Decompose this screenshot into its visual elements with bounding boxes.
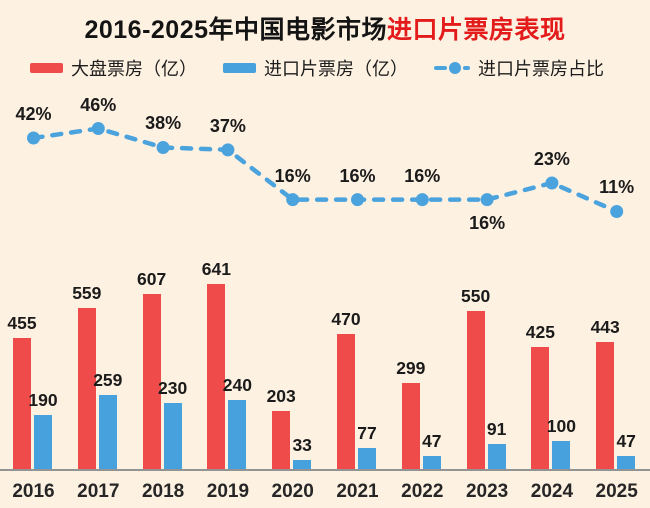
import-bar-2016 <box>34 414 52 470</box>
import-bar-2025 <box>617 456 636 470</box>
total-value-label-2025: 443 <box>590 316 620 337</box>
year-label-2025: 2025 <box>595 481 638 502</box>
total-value-label-2024: 425 <box>525 321 555 342</box>
pct-value-label-2019: 37% <box>209 115 246 136</box>
total-bar-2019 <box>207 284 226 470</box>
import-value-label-2017: 259 <box>93 369 123 390</box>
total-bar-swatch-icon <box>30 63 63 73</box>
import-value-label-2024: 100 <box>546 416 576 436</box>
pct-value-label-2020: 16% <box>274 165 311 186</box>
pct-point-2022 <box>415 193 429 207</box>
total-value-label-2017: 559 <box>72 282 102 303</box>
import-bar-2022 <box>422 456 441 470</box>
pct-value-label-2022: 16% <box>404 165 441 186</box>
legend-dash-segment <box>463 66 470 70</box>
pct-point-2025 <box>610 204 624 218</box>
pct-value-label-2024: 23% <box>533 149 570 170</box>
legend-item-import: 进口片票房（亿） <box>223 55 408 81</box>
year-label-2019: 2019 <box>206 481 250 502</box>
year-label-2022: 2022 <box>401 481 444 502</box>
year-label-2018: 2018 <box>141 481 185 502</box>
year-label-2023: 2023 <box>465 481 509 502</box>
total-bar-2016 <box>13 338 31 470</box>
import-value-label-2025: 47 <box>616 431 636 452</box>
import-bar-2018 <box>163 403 182 470</box>
legend-label-share: 进口片票房占比 <box>478 59 604 79</box>
total-value-label-2018: 607 <box>136 268 167 289</box>
dashed-line-icon <box>434 62 470 74</box>
pct-point-2023 <box>480 193 494 207</box>
pct-point-2016 <box>27 131 40 145</box>
total-value-label-2016: 455 <box>7 313 37 334</box>
total-bar-2017 <box>77 307 96 470</box>
import-value-label-2023: 91 <box>486 418 507 439</box>
chart-title: 2016-2025年中国电影市场进口片票房表现 <box>0 10 650 46</box>
import-bar-2017 <box>98 394 117 470</box>
legend-label-total: 大盘票房（亿） <box>71 59 197 79</box>
import-value-label-2021: 77 <box>357 422 377 443</box>
legend-dot <box>449 62 461 74</box>
x-axis-line <box>0 469 650 471</box>
import-bar-2021 <box>358 447 376 470</box>
import-bar-2019 <box>228 400 247 470</box>
pct-point-2019 <box>221 143 235 157</box>
legend: 大盘票房（亿） 进口片票房（亿） 进口片票房占比 <box>30 56 650 80</box>
year-label-2021: 2021 <box>336 481 379 502</box>
trend-line-path <box>31 126 619 214</box>
total-bar-2024 <box>531 346 550 470</box>
total-value-label-2022: 299 <box>396 358 426 379</box>
import-bar-2024 <box>552 441 571 470</box>
import-value-label-2019: 240 <box>222 375 252 396</box>
pct-point-2021 <box>351 193 364 207</box>
total-bar-2022 <box>401 383 420 470</box>
legend-item-total: 大盘票房（亿） <box>30 55 197 81</box>
pct-value-label-2023: 16% <box>469 212 506 233</box>
import-value-label-2022: 47 <box>422 431 442 452</box>
import-value-label-2016: 190 <box>28 389 58 410</box>
year-label-2024: 2024 <box>530 481 574 502</box>
import-value-label-2018: 230 <box>157 378 188 399</box>
year-label-2020: 2020 <box>271 481 314 502</box>
import-value-label-2020: 33 <box>292 435 312 456</box>
year-label-2017: 2017 <box>77 481 120 502</box>
import-bar-2020 <box>293 460 312 470</box>
pct-value-label-2025: 11% <box>599 177 635 198</box>
legend-dash-segment <box>434 66 447 70</box>
pct-point-2018 <box>156 140 170 154</box>
pct-point-2024 <box>545 176 559 190</box>
legend-label-import: 进口片票房（亿） <box>264 59 408 79</box>
total-value-label-2020: 203 <box>266 386 296 407</box>
pct-value-label-2021: 16% <box>339 165 376 186</box>
pct-point-2020 <box>286 193 300 207</box>
total-bar-2023 <box>466 310 485 470</box>
pct-point-2017 <box>91 122 105 136</box>
total-bar-2021 <box>337 333 355 470</box>
total-bar-2025 <box>596 341 615 470</box>
chart-title-red: 进口片票房表现 <box>387 16 566 44</box>
pct-value-label-2016: 42% <box>15 104 52 124</box>
import-bar-2023 <box>487 443 506 470</box>
pct-value-label-2018: 38% <box>145 113 182 134</box>
total-value-label-2019: 641 <box>201 259 231 280</box>
import-bar-swatch-icon <box>223 63 256 73</box>
total-bar-2018 <box>142 293 161 470</box>
year-label-2016: 2016 <box>12 481 55 502</box>
total-bar-2020 <box>272 411 291 470</box>
total-value-label-2021: 470 <box>331 308 361 329</box>
total-value-label-2023: 550 <box>460 285 491 306</box>
chart-title-black: 2016-2025年中国电影市场 <box>84 16 388 44</box>
pct-value-label-2017: 46% <box>80 94 117 115</box>
legend-item-share: 进口片票房占比 <box>434 55 604 81</box>
